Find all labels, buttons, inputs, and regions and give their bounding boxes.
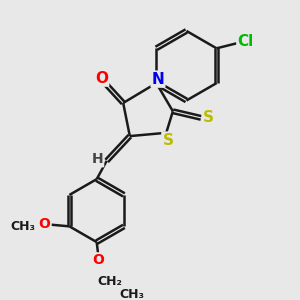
Text: S: S: [203, 110, 214, 125]
Text: O: O: [92, 253, 104, 267]
Text: S: S: [162, 133, 173, 148]
Text: O: O: [95, 70, 108, 86]
Text: CH₂: CH₂: [98, 275, 122, 288]
Text: CH₃: CH₃: [119, 288, 144, 300]
Text: Cl: Cl: [238, 34, 254, 49]
Text: N: N: [152, 72, 164, 87]
Text: O: O: [39, 217, 50, 231]
Text: H: H: [92, 152, 103, 166]
Text: CH₃: CH₃: [10, 220, 35, 233]
